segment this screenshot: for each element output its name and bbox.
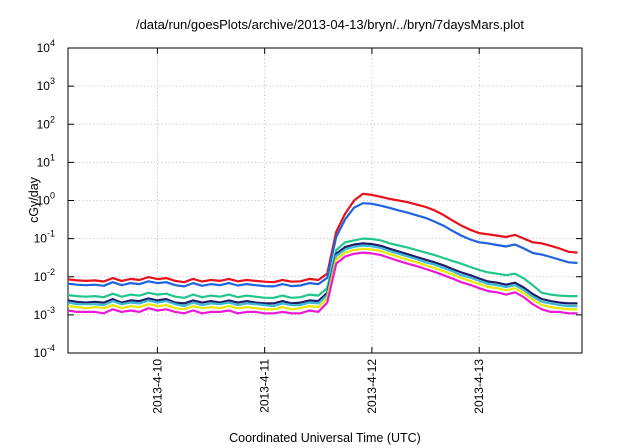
x-tick-label: 2013-4-13 — [472, 359, 486, 414]
y-tick-label: 10-1 — [34, 229, 55, 246]
x-tick-label: 2013-4-12 — [365, 359, 379, 414]
x-tick-label: 2013-4-10 — [150, 359, 164, 414]
series-line-7 — [67, 251, 578, 315]
y-tick-label: 10-2 — [34, 267, 55, 284]
series-line-1 — [67, 192, 578, 284]
y-tick-label: 100 — [37, 191, 55, 208]
series-line-3 — [67, 237, 578, 299]
x-ticks: 2013-4-10 2013-4-11 2013-4-12 2013-4-13 — [150, 48, 486, 414]
y-tick-label: 104 — [37, 38, 55, 55]
x-tick-label: 2013-4-11 — [258, 359, 272, 413]
y-tick-label: 102 — [37, 114, 55, 131]
y-tick-label: 10-4 — [34, 343, 55, 360]
y-tick-label: 101 — [37, 152, 55, 169]
series-line-5 — [67, 244, 578, 308]
plot-frame — [67, 47, 583, 354]
y-tick-label: 10-3 — [34, 305, 55, 322]
grid — [68, 48, 582, 353]
x-axis-label: Coordinated Universal Time (UTC) — [229, 431, 421, 445]
series-group — [67, 192, 578, 315]
y-tick-label: 103 — [37, 76, 55, 93]
series-line-6 — [67, 247, 578, 311]
y-ticks: 104 103 102 101 100 10-1 10-2 10-3 10-4 — [34, 38, 582, 360]
series-line-2 — [67, 202, 578, 288]
series-line-4 — [67, 242, 578, 305]
y-axis-label: cGy/day — [27, 176, 41, 223]
chart-title: /data/run/goesPlots/archive/2013-04-13/b… — [136, 17, 524, 32]
